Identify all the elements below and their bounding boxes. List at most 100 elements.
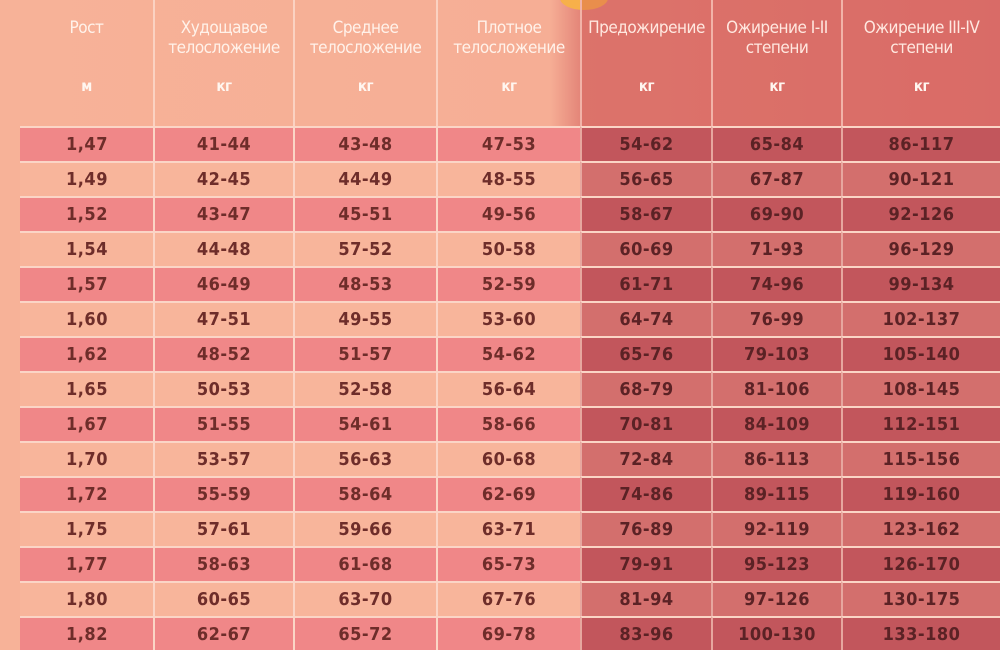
weight-range-cell: 54-62 (436, 336, 580, 371)
weight-range-cell: 65-73 (436, 546, 580, 581)
table-row: 1,67 51-55 54-61 58-66 70-81 84-109 112-151 (20, 406, 1000, 441)
weight-range-cell: 58-63 (153, 546, 293, 581)
weight-range-cell: 74-96 (711, 266, 841, 301)
weight-range-cell: 41-44 (153, 126, 293, 161)
column-label: Среднее телосложение (309, 18, 422, 58)
weight-range-cell: 86-117 (841, 126, 1000, 161)
table-row: 1,82 62-67 65-72 69-78 83-96 100-130 133-180 (20, 616, 1000, 650)
weight-range-cell: 76-89 (580, 511, 711, 546)
weight-range-cell: 49-56 (436, 196, 580, 231)
weight-range-cell: 50-53 (153, 371, 293, 406)
weight-table: Рост м Худощавое телосложение кг Среднее тел… (20, 0, 1000, 650)
height-cell: 1,49 (20, 161, 153, 196)
column-unit: кг (357, 77, 374, 95)
weight-range-cell: 79-103 (711, 336, 841, 371)
weight-range-cell: 105-140 (841, 336, 1000, 371)
table-row: 1,49 42-45 44-49 48-55 56-65 67-87 90-121 (20, 161, 1000, 196)
weight-range-cell: 115-156 (841, 441, 1000, 476)
table-row: 1,62 48-52 51-57 54-62 65-76 79-103 105-140 (20, 336, 1000, 371)
weight-range-cell: 97-126 (711, 581, 841, 616)
table-row: 1,80 60-65 63-70 67-76 81-94 97-126 130-175 (20, 581, 1000, 616)
decorative-accent (560, 0, 608, 10)
table-header: Рост м Худощавое телосложение кг Среднее тел… (20, 0, 1000, 126)
weight-range-cell: 64-74 (580, 301, 711, 336)
height-cell: 1,77 (20, 546, 153, 581)
weight-range-cell: 60-68 (436, 441, 580, 476)
weight-range-cell: 69-78 (436, 616, 580, 650)
table-row: 1,47 41-44 43-48 47-53 54-62 65-84 86-117 (20, 126, 1000, 161)
column-unit: м (81, 77, 92, 95)
height-cell: 1,52 (20, 196, 153, 231)
weight-range-cell: 79-91 (580, 546, 711, 581)
weight-range-cell: 45-51 (293, 196, 436, 231)
weight-range-cell: 48-52 (153, 336, 293, 371)
weight-range-cell: 108-145 (841, 371, 1000, 406)
column-unit: кг (769, 77, 785, 95)
weight-range-cell: 47-51 (153, 301, 293, 336)
weight-range-cell: 48-55 (436, 161, 580, 196)
weight-range-cell: 49-55 (293, 301, 436, 336)
weight-range-cell: 47-53 (436, 126, 580, 161)
weight-range-cell: 126-170 (841, 546, 1000, 581)
table-row: 1,60 47-51 49-55 53-60 64-74 76-99 102-137 (20, 301, 1000, 336)
weight-range-cell: 123-162 (841, 511, 1000, 546)
weight-range-cell: 42-45 (153, 161, 293, 196)
weight-range-cell: 58-66 (436, 406, 580, 441)
table-row: 1,77 58-63 61-68 65-73 79-91 95-123 126-170 (20, 546, 1000, 581)
weight-range-cell: 62-67 (153, 616, 293, 650)
weight-range-cell: 130-175 (841, 581, 1000, 616)
column-label: Рост (69, 18, 104, 38)
weight-range-cell: 51-57 (293, 336, 436, 371)
weight-range-cell: 83-96 (580, 616, 711, 650)
table-row: 1,52 43-47 45-51 49-56 58-67 69-90 92-126 (20, 196, 1000, 231)
column-unit: кг (638, 77, 655, 95)
weight-range-cell: 46-49 (153, 266, 293, 301)
table-body: 1,47 41-44 43-48 47-53 54-62 65-84 86-117 1,49 4… (20, 126, 1000, 650)
weight-range-cell: 74-86 (580, 476, 711, 511)
height-cell: 1,70 (20, 441, 153, 476)
table-row: 1,54 44-48 57-52 50-58 60-69 71-93 96-129 (20, 231, 1000, 266)
weight-range-cell: 99-134 (841, 266, 1000, 301)
height-cell: 1,72 (20, 476, 153, 511)
weight-range-cell: 50-58 (436, 231, 580, 266)
weight-range-cell: 68-79 (580, 371, 711, 406)
weight-range-cell: 100-130 (711, 616, 841, 650)
weight-range-cell: 96-129 (841, 231, 1000, 266)
column-label: Предожирение (588, 18, 705, 38)
weight-range-cell: 51-55 (153, 406, 293, 441)
column-header-obesity-3-4: Ожирение III-IV степени кг (841, 0, 1000, 126)
weight-range-cell: 57-52 (293, 231, 436, 266)
weight-range-cell: 67-87 (711, 161, 841, 196)
column-unit: кг (501, 77, 517, 95)
weight-range-cell: 56-64 (436, 371, 580, 406)
weight-range-cell: 102-137 (841, 301, 1000, 336)
column-label: Плотное телосложение (453, 18, 565, 58)
weight-range-cell: 43-48 (293, 126, 436, 161)
weight-range-cell: 56-65 (580, 161, 711, 196)
weight-range-cell: 62-69 (436, 476, 580, 511)
weight-range-cell: 57-61 (153, 511, 293, 546)
height-cell: 1,62 (20, 336, 153, 371)
column-label: Ожирение I-II степени (726, 18, 828, 58)
column-header-medium-build: Среднее телосложение кг (293, 0, 436, 126)
weight-range-cell: 65-84 (711, 126, 841, 161)
height-cell: 1,75 (20, 511, 153, 546)
height-cell: 1,80 (20, 581, 153, 616)
table-row: 1,75 57-61 59-66 63-71 76-89 92-119 123-162 (20, 511, 1000, 546)
weight-range-cell: 60-69 (580, 231, 711, 266)
weight-range-cell: 81-106 (711, 371, 841, 406)
weight-range-cell: 52-58 (293, 371, 436, 406)
height-cell: 1,57 (20, 266, 153, 301)
weight-range-cell: 58-67 (580, 196, 711, 231)
column-header-height: Рост м (20, 0, 153, 126)
weight-range-cell: 81-94 (580, 581, 711, 616)
weight-range-cell: 67-76 (436, 581, 580, 616)
height-cell: 1,65 (20, 371, 153, 406)
height-cell: 1,60 (20, 301, 153, 336)
column-unit: кг (216, 77, 232, 95)
height-cell: 1,82 (20, 616, 153, 650)
weight-range-cell: 63-71 (436, 511, 580, 546)
weight-range-cell: 44-48 (153, 231, 293, 266)
table-row: 1,57 46-49 48-53 52-59 61-71 74-96 99-134 (20, 266, 1000, 301)
